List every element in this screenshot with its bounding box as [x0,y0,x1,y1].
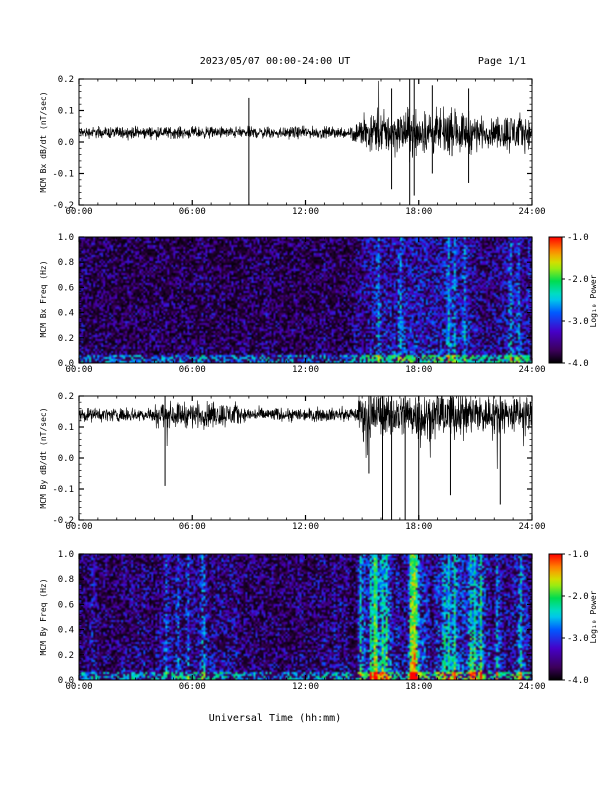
bx-dbdt-trace [78,80,533,163]
by-spec-colorbar-tick-label: -2.0 [567,592,589,602]
by-spec-xtick-label: 06:00 [179,682,206,692]
bx-spec-colorbar-tick-label: -2.0 [567,275,589,285]
bx-dbdt-ytick-label: 0.1 [58,107,74,117]
bx-spec-ytick-label: 0.8 [58,258,74,268]
by-spec-colorbar-tick-label: -4.0 [567,676,589,686]
by-spec-image [79,554,532,680]
by-dbdt-xtick-label: 12:00 [292,522,319,532]
by-spec-ytick-label: 0.2 [58,651,74,661]
bx-dbdt-xtick-label: 00:00 [65,207,92,217]
bx-dbdt-panel: MCM Bx dB/dt (nT/sec) 00:00 06:00 12:00 18:… [39,75,546,217]
bx-spec-xtick-label: 00:00 [65,365,92,375]
by-spec-colorbar-tick-label: -3.0 [567,634,589,644]
by-dbdt-xtick-label: 24:00 [518,522,545,532]
bx-dbdt-axes-frame [78,78,533,206]
page-indicator: Page 1/1 [478,56,526,67]
by-dbdt-xtick-label: 06:00 [179,522,206,532]
by-spec-ytick-label: 0.0 [58,676,74,686]
bx-spectrogram-panel: MCM Bx Freq (Hz) Log₁₀ Power 00:00 06:00 1… [39,233,598,375]
bx-dbdt-ytick-label: 0.2 [58,75,74,85]
bx-dbdt-xtick-label: 18:00 [405,207,432,217]
by-freq-ylabel: MCM By Freq (Hz) [39,578,48,655]
bx-dbdt-ytick-label: 0.0 [58,138,74,148]
bx-spec-colorbar-tick-label: -3.0 [567,317,589,327]
bx-spec-ytick-label: 1.0 [58,233,74,243]
by-spec-ytick-label: 0.6 [58,600,74,610]
by-spec-ytick-label: 0.4 [58,626,74,636]
bx-spec-xtick-label: 06:00 [179,365,206,375]
x-axis-label: Universal Time (hh:mm) [209,713,341,724]
by-spec-colorbar [548,553,563,681]
by-dbdt-trace [78,395,533,469]
by-spec-ytick-label: 1.0 [58,550,74,560]
bx-dbdt-ylabel: MCM Bx dB/dt (nT/sec) [39,91,48,192]
bx-spec-xtick-label: 12:00 [292,365,319,375]
bx-spec-ytick-label: 0.4 [58,309,74,319]
bx-dbdt-xtick-label: 12:00 [292,207,319,217]
by-dbdt-ytick-label: 0.2 [58,392,74,402]
by-dbdt-ytick-label: -0.2 [52,516,74,526]
bx-spec-ytick-label: 0.0 [58,359,74,369]
bx-spec-xtick-label: 24:00 [518,365,545,375]
bx-dbdt-ytick-label: -0.1 [52,170,74,180]
by-dbdt-ylabel: MCM By dB/dt (nT/sec) [39,407,48,508]
by-dbdt-xtick-label: 00:00 [65,522,92,532]
bx-dbdt-ytick-label: -0.2 [52,201,74,211]
by-dbdt-ytick-label: 0.0 [58,454,74,464]
by-spectrogram-panel: MCM By Freq (Hz) Log₁₀ Power 00:00 06:00 1… [39,550,598,692]
by-colorbar-label: Log₁₀ Power [589,590,598,643]
by-spec-ytick-label: 0.8 [58,575,74,585]
figure-title: 2023/05/07 00:00-24:00 UT [200,56,351,67]
by-dbdt-panel: MCM By dB/dt (nT/sec) 00:00 06:00 12:00 18:… [39,392,546,532]
by-spec-xtick-label: 24:00 [518,682,545,692]
bx-spec-colorbar-tick-label: -4.0 [567,359,589,369]
by-spec-colorbar-tick-label: -1.0 [567,550,589,560]
by-dbdt-xtick-label: 18:00 [405,522,432,532]
bx-spec-image [79,237,532,363]
bx-dbdt-xtick-label: 06:00 [179,207,206,217]
by-spec-xtick-label: 12:00 [292,682,319,692]
bx-freq-ylabel: MCM Bx Freq (Hz) [39,260,48,337]
by-spec-xtick-label: 18:00 [405,682,432,692]
bx-spec-ytick-label: 0.6 [58,283,74,293]
bx-spec-xtick-label: 18:00 [405,365,432,375]
bx-colorbar-label: Log₁₀ Power [589,274,598,327]
by-dbdt-ytick-label: -0.1 [52,485,74,495]
bx-spec-ytick-label: 0.2 [58,334,74,344]
by-spec-xtick-label: 00:00 [65,682,92,692]
bx-dbdt-xtick-label: 24:00 [518,207,545,217]
by-dbdt-ytick-label: 0.1 [58,423,74,433]
bx-spec-colorbar-tick-label: -1.0 [567,233,589,243]
bx-spec-colorbar [548,236,563,364]
